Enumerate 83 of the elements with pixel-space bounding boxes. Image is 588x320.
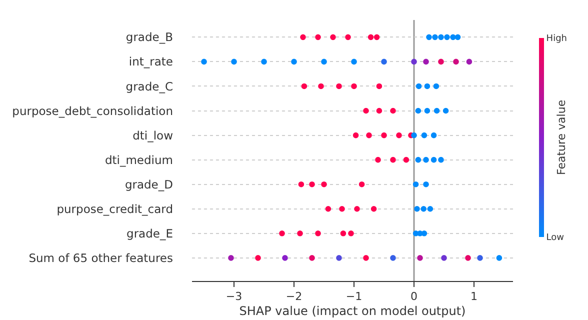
point <box>279 230 285 236</box>
color-bar-title: Feature value <box>555 100 568 176</box>
point <box>381 58 387 65</box>
point <box>424 83 430 90</box>
point <box>345 34 351 40</box>
point <box>336 255 342 261</box>
point <box>496 255 502 261</box>
point <box>411 132 417 138</box>
color-bar-label: Low <box>546 233 564 244</box>
point <box>438 58 444 65</box>
point <box>358 181 365 188</box>
point <box>381 132 387 138</box>
y-tick-label: purpose_credit_card <box>56 202 173 216</box>
y-tick-label: Sum of 65 other features <box>28 250 174 265</box>
point <box>340 230 346 236</box>
point <box>465 255 471 261</box>
point <box>416 83 422 90</box>
point <box>453 58 459 65</box>
point <box>255 255 261 261</box>
y-tick-label: grade_E <box>126 226 173 240</box>
point <box>396 132 402 138</box>
y-tick-label: purpose_debt_consolidation <box>12 104 173 118</box>
point <box>421 132 428 138</box>
point <box>403 156 410 163</box>
point <box>424 108 430 114</box>
point <box>427 206 434 212</box>
x-tick-label: −2 <box>286 290 302 304</box>
point <box>417 255 423 261</box>
point <box>321 181 327 188</box>
point <box>412 181 419 188</box>
point <box>363 108 369 114</box>
point <box>351 58 357 65</box>
point <box>298 181 304 188</box>
point <box>330 34 336 40</box>
point <box>430 132 437 138</box>
x-tick-label: 1 <box>470 290 478 304</box>
point <box>282 255 288 261</box>
point <box>370 206 377 212</box>
point <box>315 34 321 40</box>
point <box>441 255 447 261</box>
point <box>438 156 444 163</box>
point <box>366 132 372 138</box>
point <box>426 34 432 40</box>
point <box>315 230 321 236</box>
point <box>420 206 426 212</box>
point <box>301 83 308 90</box>
point <box>434 108 440 114</box>
y-tick-label: grade_B <box>126 30 174 44</box>
x-tick-label: 0 <box>410 290 418 304</box>
y-tick-label: grade_C <box>126 79 173 94</box>
point <box>390 156 396 163</box>
point <box>442 108 449 114</box>
point <box>423 181 429 188</box>
point <box>351 83 357 90</box>
y-tick-label: dti_low <box>132 128 173 142</box>
point <box>352 132 359 138</box>
point <box>297 230 303 236</box>
point <box>300 34 306 40</box>
x-tick-label: −3 <box>226 290 242 304</box>
x-tick-label: −1 <box>346 290 362 304</box>
point <box>390 108 396 114</box>
point <box>354 206 360 212</box>
y-tick-label: int_rate <box>128 54 173 69</box>
point <box>432 34 438 40</box>
y-tick-label: grade_D <box>124 177 174 192</box>
color-bar-label: High <box>546 34 567 44</box>
x-axis-title: SHAP value (impact on model output) <box>239 304 466 318</box>
y-tick-label: dti_medium <box>104 152 173 167</box>
point <box>321 58 327 65</box>
point <box>430 156 437 163</box>
point <box>433 83 440 90</box>
point <box>414 206 420 212</box>
point <box>325 206 332 212</box>
point <box>336 83 342 90</box>
point <box>423 58 429 65</box>
point <box>318 83 324 90</box>
point <box>477 255 483 261</box>
point <box>375 156 381 163</box>
point <box>376 108 382 114</box>
point <box>454 34 461 40</box>
point <box>309 181 315 188</box>
point <box>339 206 345 212</box>
point <box>423 156 429 163</box>
